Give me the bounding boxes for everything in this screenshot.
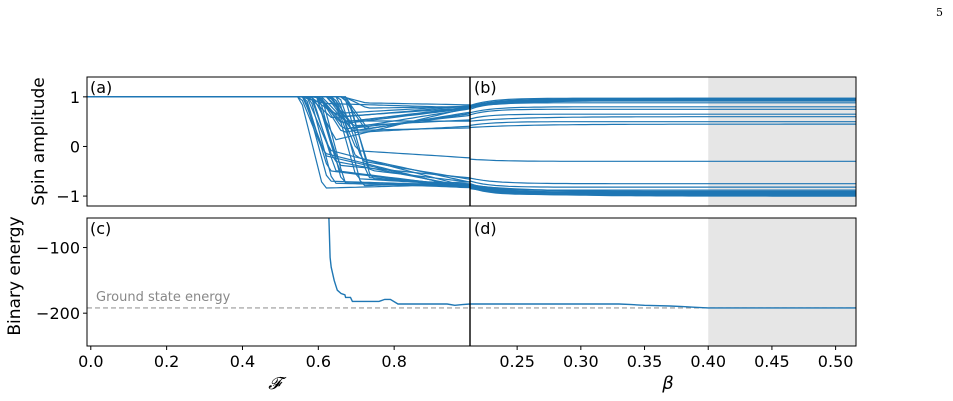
xtick-label-d: 0.50 [818,352,854,371]
xtick-label-d: 0.35 [627,352,663,371]
xtick-label-d: 0.25 [499,352,535,371]
spin-trajectory-b [469,184,856,193]
panel-label-a: (a) [90,78,112,97]
ground-state-label: Ground state energy [96,290,231,305]
ytick-label-a: 1 [70,88,80,107]
xlabel-beta: β [661,373,674,394]
spin-trajectory-b [469,100,856,109]
xtick-label-d: 0.40 [690,352,726,371]
spin-trajectory-b [469,180,856,188]
ytick-label-a: 0 [70,137,80,156]
energy-curve-c [328,217,471,307]
ytick-label-a: −1 [56,187,80,206]
spin-trajectory-b [469,158,856,162]
spin-trajectory-b [469,113,856,120]
spin-trajectory-a [87,96,471,183]
spin-trajectory-a [87,96,471,130]
spin-trajectory-b [469,99,856,108]
panel-label-b: (b) [474,78,497,97]
ytick-label-c: −200 [36,304,80,323]
panel-label-c: (c) [90,219,111,238]
panel-label-d: (d) [474,219,497,238]
spin-trajectory-b [469,106,856,114]
spin-trajectory-a [87,96,471,185]
xtick-label-c: 0.2 [154,352,179,371]
spin-trajectory-b [469,108,856,116]
spin-trajectory-a [87,96,471,106]
panel-frame-bottom [86,217,857,347]
spin-trajectory-b [469,97,856,106]
spin-trajectory-a [87,96,470,108]
spin-trajectory-b [469,177,856,185]
spin-trajectory-a [87,96,471,130]
xtick-label-c: 0.6 [306,352,331,371]
panel-frame-top [86,76,857,207]
xtick-label-c: 0.4 [230,352,255,371]
spin-trajectory-a [87,96,471,130]
spin-trajectory-b [469,116,856,122]
xlabel-F: 𝓕 [268,374,287,394]
energy-curve-d [470,303,856,309]
spin-trajectory-b [469,186,856,196]
spin-trajectory-b [469,121,856,126]
xtick-label-c: 0.0 [78,352,103,371]
ytick-label-c: −100 [36,239,80,258]
shaded-region-d [708,218,856,346]
spin-trajectory-a [87,96,471,118]
xtick-label-d: 0.45 [754,352,790,371]
xtick-label-d: 0.30 [563,352,599,371]
ylabel-binary-energy: Binary energy [5,216,25,335]
xtick-label-c: 0.8 [381,352,406,371]
spin-trajectory-a [87,96,470,186]
spin-trajectory-a [87,96,471,124]
ylabel-spin-amplitude: Spin amplitude [29,77,49,205]
page-number: 5 [936,6,943,19]
spin-trajectory-b [469,123,856,129]
spin-trajectory-b [469,185,856,194]
